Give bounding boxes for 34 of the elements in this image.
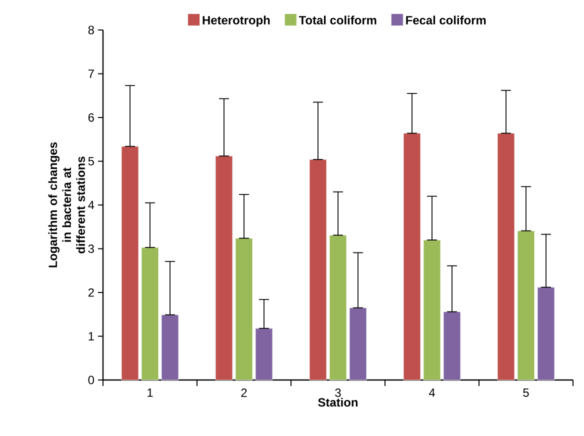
bar — [235, 238, 253, 380]
x-tick-label: 5 — [523, 388, 529, 397]
bar — [161, 314, 179, 380]
y-tick-label: 3 — [88, 244, 94, 253]
bar — [537, 287, 555, 380]
bar — [403, 133, 421, 380]
x-tick-label: 3 — [335, 388, 341, 397]
legend-label: Heterotroph — [202, 16, 270, 27]
bar — [121, 146, 139, 380]
y-tick-label: 4 — [88, 200, 94, 210]
y-tick-label: 2 — [88, 288, 94, 297]
y-tick-label: 6 — [88, 113, 94, 122]
y-tick-label: 5 — [88, 157, 94, 166]
bar — [497, 133, 515, 380]
y-axis-title: Logarithm of changes in bacteria at different stations — [48, 142, 85, 268]
bar — [215, 156, 233, 380]
legend-label: Fecal coliform — [406, 16, 486, 24]
bar — [517, 230, 535, 380]
bar — [255, 328, 273, 380]
bar — [443, 312, 461, 380]
x-axis-title: Station — [318, 398, 358, 407]
bar — [423, 240, 441, 380]
x-tick-label: 2 — [241, 388, 247, 397]
legend-label: Total coliform — [298, 16, 376, 24]
y-tick-label: 1 — [88, 332, 94, 340]
y-tick-label: 7 — [88, 70, 94, 78]
bar — [141, 247, 159, 380]
y-tick-label: 0 — [88, 376, 94, 384]
x-tick-label: 4 — [428, 388, 435, 397]
bar — [349, 308, 367, 380]
bar — [329, 234, 347, 380]
x-tick-label: 1 — [148, 388, 153, 397]
bar — [309, 159, 327, 380]
y-tick-label: 8 — [88, 26, 94, 34]
